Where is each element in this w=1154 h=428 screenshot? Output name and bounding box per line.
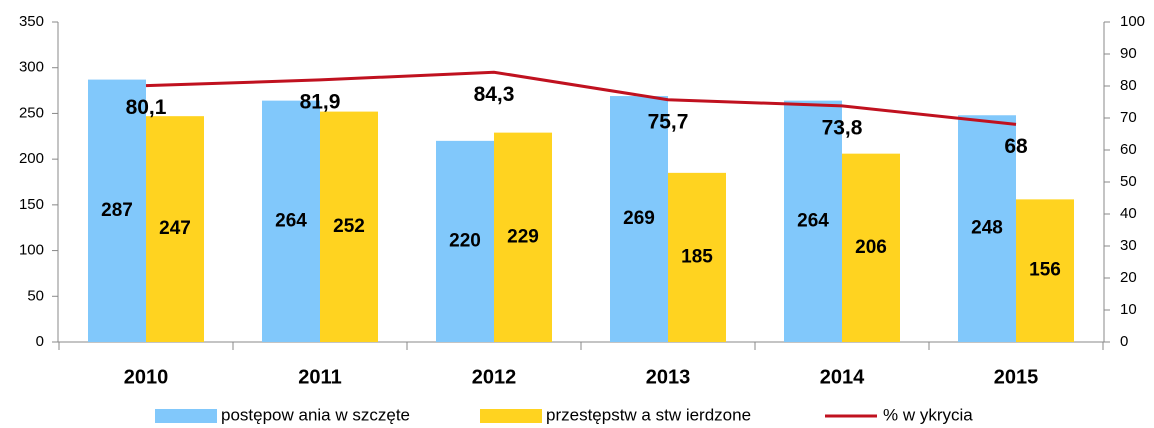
- bar-label: 185: [681, 246, 713, 267]
- bar: [784, 100, 842, 342]
- legend-label: postępow ania w szczęte: [221, 405, 410, 424]
- bar-label: 264: [797, 210, 829, 231]
- bar-label: 229: [507, 226, 539, 247]
- bar: [494, 132, 552, 342]
- line-label: 73,8: [822, 116, 863, 139]
- x-tick-label: 2014: [820, 366, 865, 388]
- y-tick-label: 250: [19, 104, 44, 121]
- y-tick-label: 0: [36, 333, 44, 350]
- bar-label: 264: [275, 210, 307, 231]
- y2-tick-label: 70: [1120, 109, 1137, 126]
- line: [145, 70, 1017, 126]
- line-label: 75,7: [648, 110, 689, 133]
- bar-label: 220: [449, 230, 481, 251]
- legend-label: przestępstw a stw ierdzone: [546, 405, 751, 424]
- line-label: 81,9: [300, 90, 341, 113]
- bar: [146, 116, 204, 343]
- bar: [842, 153, 900, 342]
- line-label: 68: [1004, 135, 1028, 158]
- x-tick-label: 2015: [994, 366, 1039, 388]
- y2-tick-label: 20: [1120, 269, 1137, 286]
- bar: [320, 111, 378, 342]
- bar-label: 247: [159, 218, 191, 239]
- bar: [668, 172, 726, 342]
- y2-tick-label: 90: [1120, 45, 1137, 62]
- y-tick-label: 350: [19, 13, 44, 30]
- y-tick-label: 200: [19, 150, 44, 167]
- bar: [610, 96, 668, 342]
- y-tick-label: 150: [19, 196, 44, 213]
- x-tick-label: 2010: [124, 366, 169, 388]
- legend-label: % w ykrycia: [883, 405, 973, 424]
- legend-swatch: [480, 409, 542, 423]
- bar: [1016, 199, 1074, 342]
- bar: [88, 79, 146, 342]
- y2-tick-label: 80: [1120, 77, 1137, 94]
- y2-tick-label: 0: [1120, 333, 1128, 350]
- y-tick-label: 300: [19, 59, 44, 76]
- line-label: 80,1: [126, 96, 167, 119]
- y2-tick-label: 30: [1120, 237, 1137, 254]
- y2-tick-label: 40: [1120, 205, 1137, 222]
- bar-label: 156: [1029, 260, 1061, 281]
- y2-tick-label: 60: [1120, 141, 1137, 158]
- bar-label: 248: [971, 218, 1003, 239]
- bar-label: 206: [855, 237, 887, 258]
- bar: [262, 100, 320, 342]
- y2-tick-label: 100: [1120, 13, 1145, 30]
- y2-tick-label: 10: [1120, 301, 1137, 318]
- bar-label: 269: [623, 208, 655, 229]
- bar: [958, 115, 1016, 342]
- bar-label: 287: [101, 200, 133, 221]
- x-tick-label: 2012: [472, 366, 517, 388]
- x-tick-label: 2011: [298, 366, 341, 388]
- y-tick-label: 100: [19, 242, 44, 259]
- y2-tick-label: 50: [1120, 173, 1137, 190]
- y-tick-label: 50: [27, 287, 44, 304]
- bar: [436, 140, 494, 342]
- line-label: 84,3: [474, 83, 515, 106]
- x-tick-label: 2013: [646, 366, 691, 388]
- bar-label: 252: [333, 216, 365, 237]
- legend-swatch: [155, 409, 217, 423]
